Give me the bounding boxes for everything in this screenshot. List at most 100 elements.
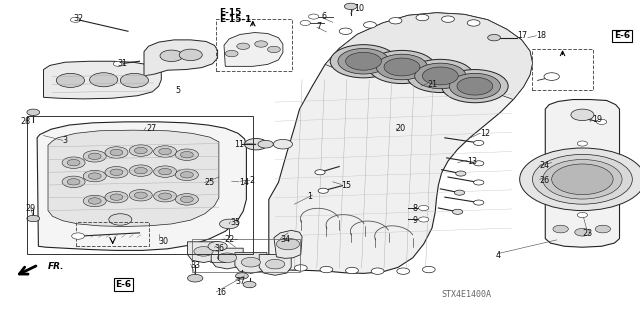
Circle shape bbox=[180, 152, 193, 158]
Circle shape bbox=[110, 149, 123, 156]
Circle shape bbox=[442, 16, 454, 22]
Circle shape bbox=[577, 212, 588, 218]
Circle shape bbox=[218, 253, 237, 263]
Circle shape bbox=[300, 20, 310, 26]
Circle shape bbox=[415, 63, 466, 89]
Circle shape bbox=[452, 209, 463, 214]
Circle shape bbox=[105, 191, 128, 203]
Circle shape bbox=[159, 148, 172, 155]
Circle shape bbox=[62, 157, 85, 168]
Text: 8: 8 bbox=[413, 204, 418, 213]
Circle shape bbox=[532, 154, 632, 204]
Circle shape bbox=[397, 268, 410, 274]
Circle shape bbox=[134, 147, 147, 154]
Circle shape bbox=[110, 169, 123, 175]
Text: 23: 23 bbox=[582, 229, 593, 238]
Circle shape bbox=[83, 151, 106, 162]
Circle shape bbox=[315, 170, 325, 175]
Text: 27: 27 bbox=[146, 124, 156, 133]
Circle shape bbox=[457, 77, 493, 95]
Circle shape bbox=[575, 228, 590, 236]
Circle shape bbox=[72, 233, 84, 239]
Text: E-15-1: E-15-1 bbox=[219, 15, 252, 24]
Text: 18: 18 bbox=[536, 31, 547, 40]
Text: 4: 4 bbox=[495, 251, 500, 260]
Circle shape bbox=[90, 73, 118, 87]
Circle shape bbox=[175, 169, 198, 181]
Text: 5: 5 bbox=[175, 86, 180, 95]
Text: FR.: FR. bbox=[47, 262, 64, 271]
Circle shape bbox=[474, 161, 484, 166]
Circle shape bbox=[255, 41, 268, 47]
Text: 2: 2 bbox=[250, 176, 255, 185]
Circle shape bbox=[442, 70, 508, 103]
Circle shape bbox=[180, 172, 193, 178]
Text: 24: 24 bbox=[540, 161, 550, 170]
Circle shape bbox=[175, 194, 198, 205]
Bar bbox=[216, 19, 292, 71]
Circle shape bbox=[595, 225, 611, 233]
Circle shape bbox=[266, 259, 285, 269]
Polygon shape bbox=[269, 13, 532, 273]
Text: 29: 29 bbox=[26, 204, 36, 213]
Circle shape bbox=[273, 139, 292, 149]
Text: 37: 37 bbox=[236, 277, 246, 286]
Circle shape bbox=[129, 189, 152, 201]
Circle shape bbox=[120, 73, 148, 87]
Circle shape bbox=[308, 14, 319, 19]
Text: 20: 20 bbox=[396, 124, 406, 133]
Circle shape bbox=[338, 48, 389, 74]
Circle shape bbox=[159, 193, 172, 199]
Circle shape bbox=[67, 179, 80, 185]
Circle shape bbox=[339, 28, 352, 34]
Circle shape bbox=[154, 190, 177, 202]
Circle shape bbox=[188, 274, 203, 282]
Text: 17: 17 bbox=[517, 31, 527, 40]
Circle shape bbox=[27, 109, 40, 115]
Circle shape bbox=[422, 67, 458, 85]
Circle shape bbox=[456, 171, 466, 176]
Text: 33: 33 bbox=[191, 261, 201, 270]
Polygon shape bbox=[44, 61, 161, 99]
Circle shape bbox=[419, 217, 429, 222]
Circle shape bbox=[225, 50, 238, 57]
Circle shape bbox=[241, 257, 260, 267]
Circle shape bbox=[268, 46, 280, 53]
Circle shape bbox=[369, 50, 435, 84]
Circle shape bbox=[258, 140, 273, 148]
Circle shape bbox=[488, 34, 500, 41]
Polygon shape bbox=[211, 248, 243, 269]
Circle shape bbox=[105, 167, 128, 178]
Text: 9: 9 bbox=[413, 216, 418, 225]
Circle shape bbox=[330, 45, 397, 78]
Circle shape bbox=[346, 52, 381, 70]
Text: 26: 26 bbox=[540, 176, 550, 185]
Polygon shape bbox=[188, 242, 220, 263]
Polygon shape bbox=[235, 253, 267, 273]
Text: 30: 30 bbox=[159, 237, 169, 246]
Text: 6: 6 bbox=[322, 12, 327, 21]
Text: 21: 21 bbox=[428, 80, 438, 89]
Circle shape bbox=[134, 167, 147, 174]
Polygon shape bbox=[274, 230, 302, 258]
Text: 11: 11 bbox=[234, 140, 244, 149]
Circle shape bbox=[109, 214, 132, 225]
Circle shape bbox=[27, 215, 40, 222]
Circle shape bbox=[83, 170, 106, 182]
Text: 14: 14 bbox=[239, 178, 249, 187]
Circle shape bbox=[467, 20, 480, 26]
Circle shape bbox=[376, 54, 428, 80]
Text: 13: 13 bbox=[467, 157, 477, 166]
Text: 36: 36 bbox=[214, 244, 225, 253]
Circle shape bbox=[220, 219, 239, 229]
Circle shape bbox=[454, 190, 465, 195]
Polygon shape bbox=[144, 40, 218, 76]
Circle shape bbox=[56, 73, 84, 87]
Polygon shape bbox=[48, 130, 219, 226]
Circle shape bbox=[577, 141, 588, 146]
Text: 25: 25 bbox=[205, 178, 215, 187]
Text: 28: 28 bbox=[20, 117, 31, 126]
Circle shape bbox=[371, 268, 384, 274]
Text: 3: 3 bbox=[63, 137, 68, 145]
Circle shape bbox=[596, 119, 607, 124]
